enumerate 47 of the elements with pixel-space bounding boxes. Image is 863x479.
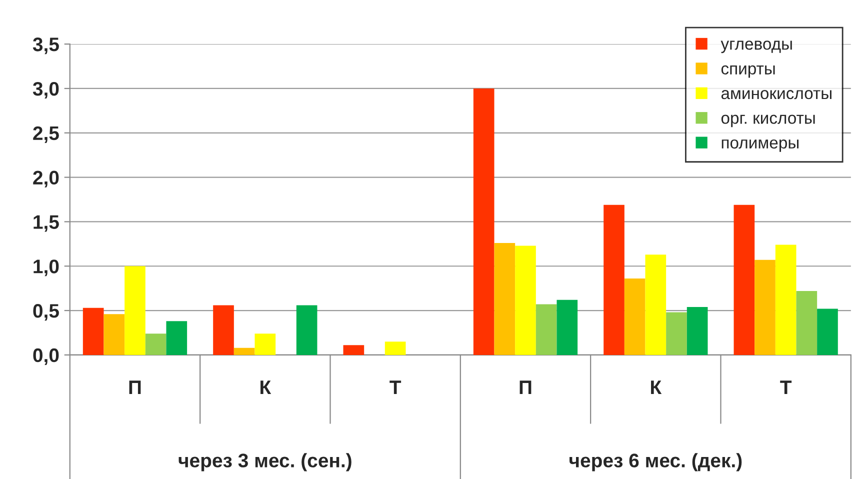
bar (343, 345, 364, 355)
y-tick-label: 1,0 (34, 260, 59, 276)
bar (556, 300, 578, 355)
bar (384, 342, 406, 355)
x-tick-label: Т (780, 380, 792, 394)
y-tick-label: 2,0 (33, 170, 59, 188)
bar (536, 304, 557, 355)
y-tick-label: 0,5 (33, 304, 59, 321)
x-tick-label: П (520, 380, 532, 394)
bar (624, 278, 646, 355)
y-tick-label: 1,5 (34, 215, 59, 232)
bar (604, 204, 624, 355)
bar (296, 305, 318, 355)
text: через 3 мес. (сен.) (178, 453, 352, 472)
bar (254, 334, 276, 355)
text: через 6 мес. (дек.) (570, 453, 742, 472)
y-tick-label: 3,5 (32, 38, 59, 54)
y-tick-label: 0,0 (33, 348, 59, 365)
x-tick-label: П (129, 380, 141, 394)
bar (82, 308, 104, 355)
bar (213, 305, 234, 355)
bar (234, 348, 255, 355)
y-tick-label: 2,5 (33, 126, 59, 143)
bar (686, 306, 708, 355)
legend-label: аминокислоты (721, 90, 832, 100)
x-tick-label: К (651, 380, 662, 394)
x-tick-label: К (260, 380, 272, 394)
bar (166, 321, 188, 355)
legend-label: спирты (721, 65, 775, 78)
legend-label: полимеры (722, 139, 798, 152)
bar (734, 204, 755, 355)
bar (796, 290, 818, 355)
legend-label: углеводы (720, 40, 792, 54)
bar (666, 312, 687, 355)
bar (754, 260, 776, 355)
bar (145, 334, 166, 355)
bar (104, 314, 125, 355)
y-tick-label: 3,0 (32, 82, 59, 99)
bar (494, 243, 516, 355)
legend-label: орг. кислоты (721, 114, 815, 128)
bar (124, 266, 146, 355)
bar (645, 254, 666, 355)
bar (775, 244, 796, 355)
bar (817, 308, 838, 355)
x-tick-label: Т (390, 380, 402, 394)
bar (515, 246, 536, 355)
bar (473, 88, 494, 355)
